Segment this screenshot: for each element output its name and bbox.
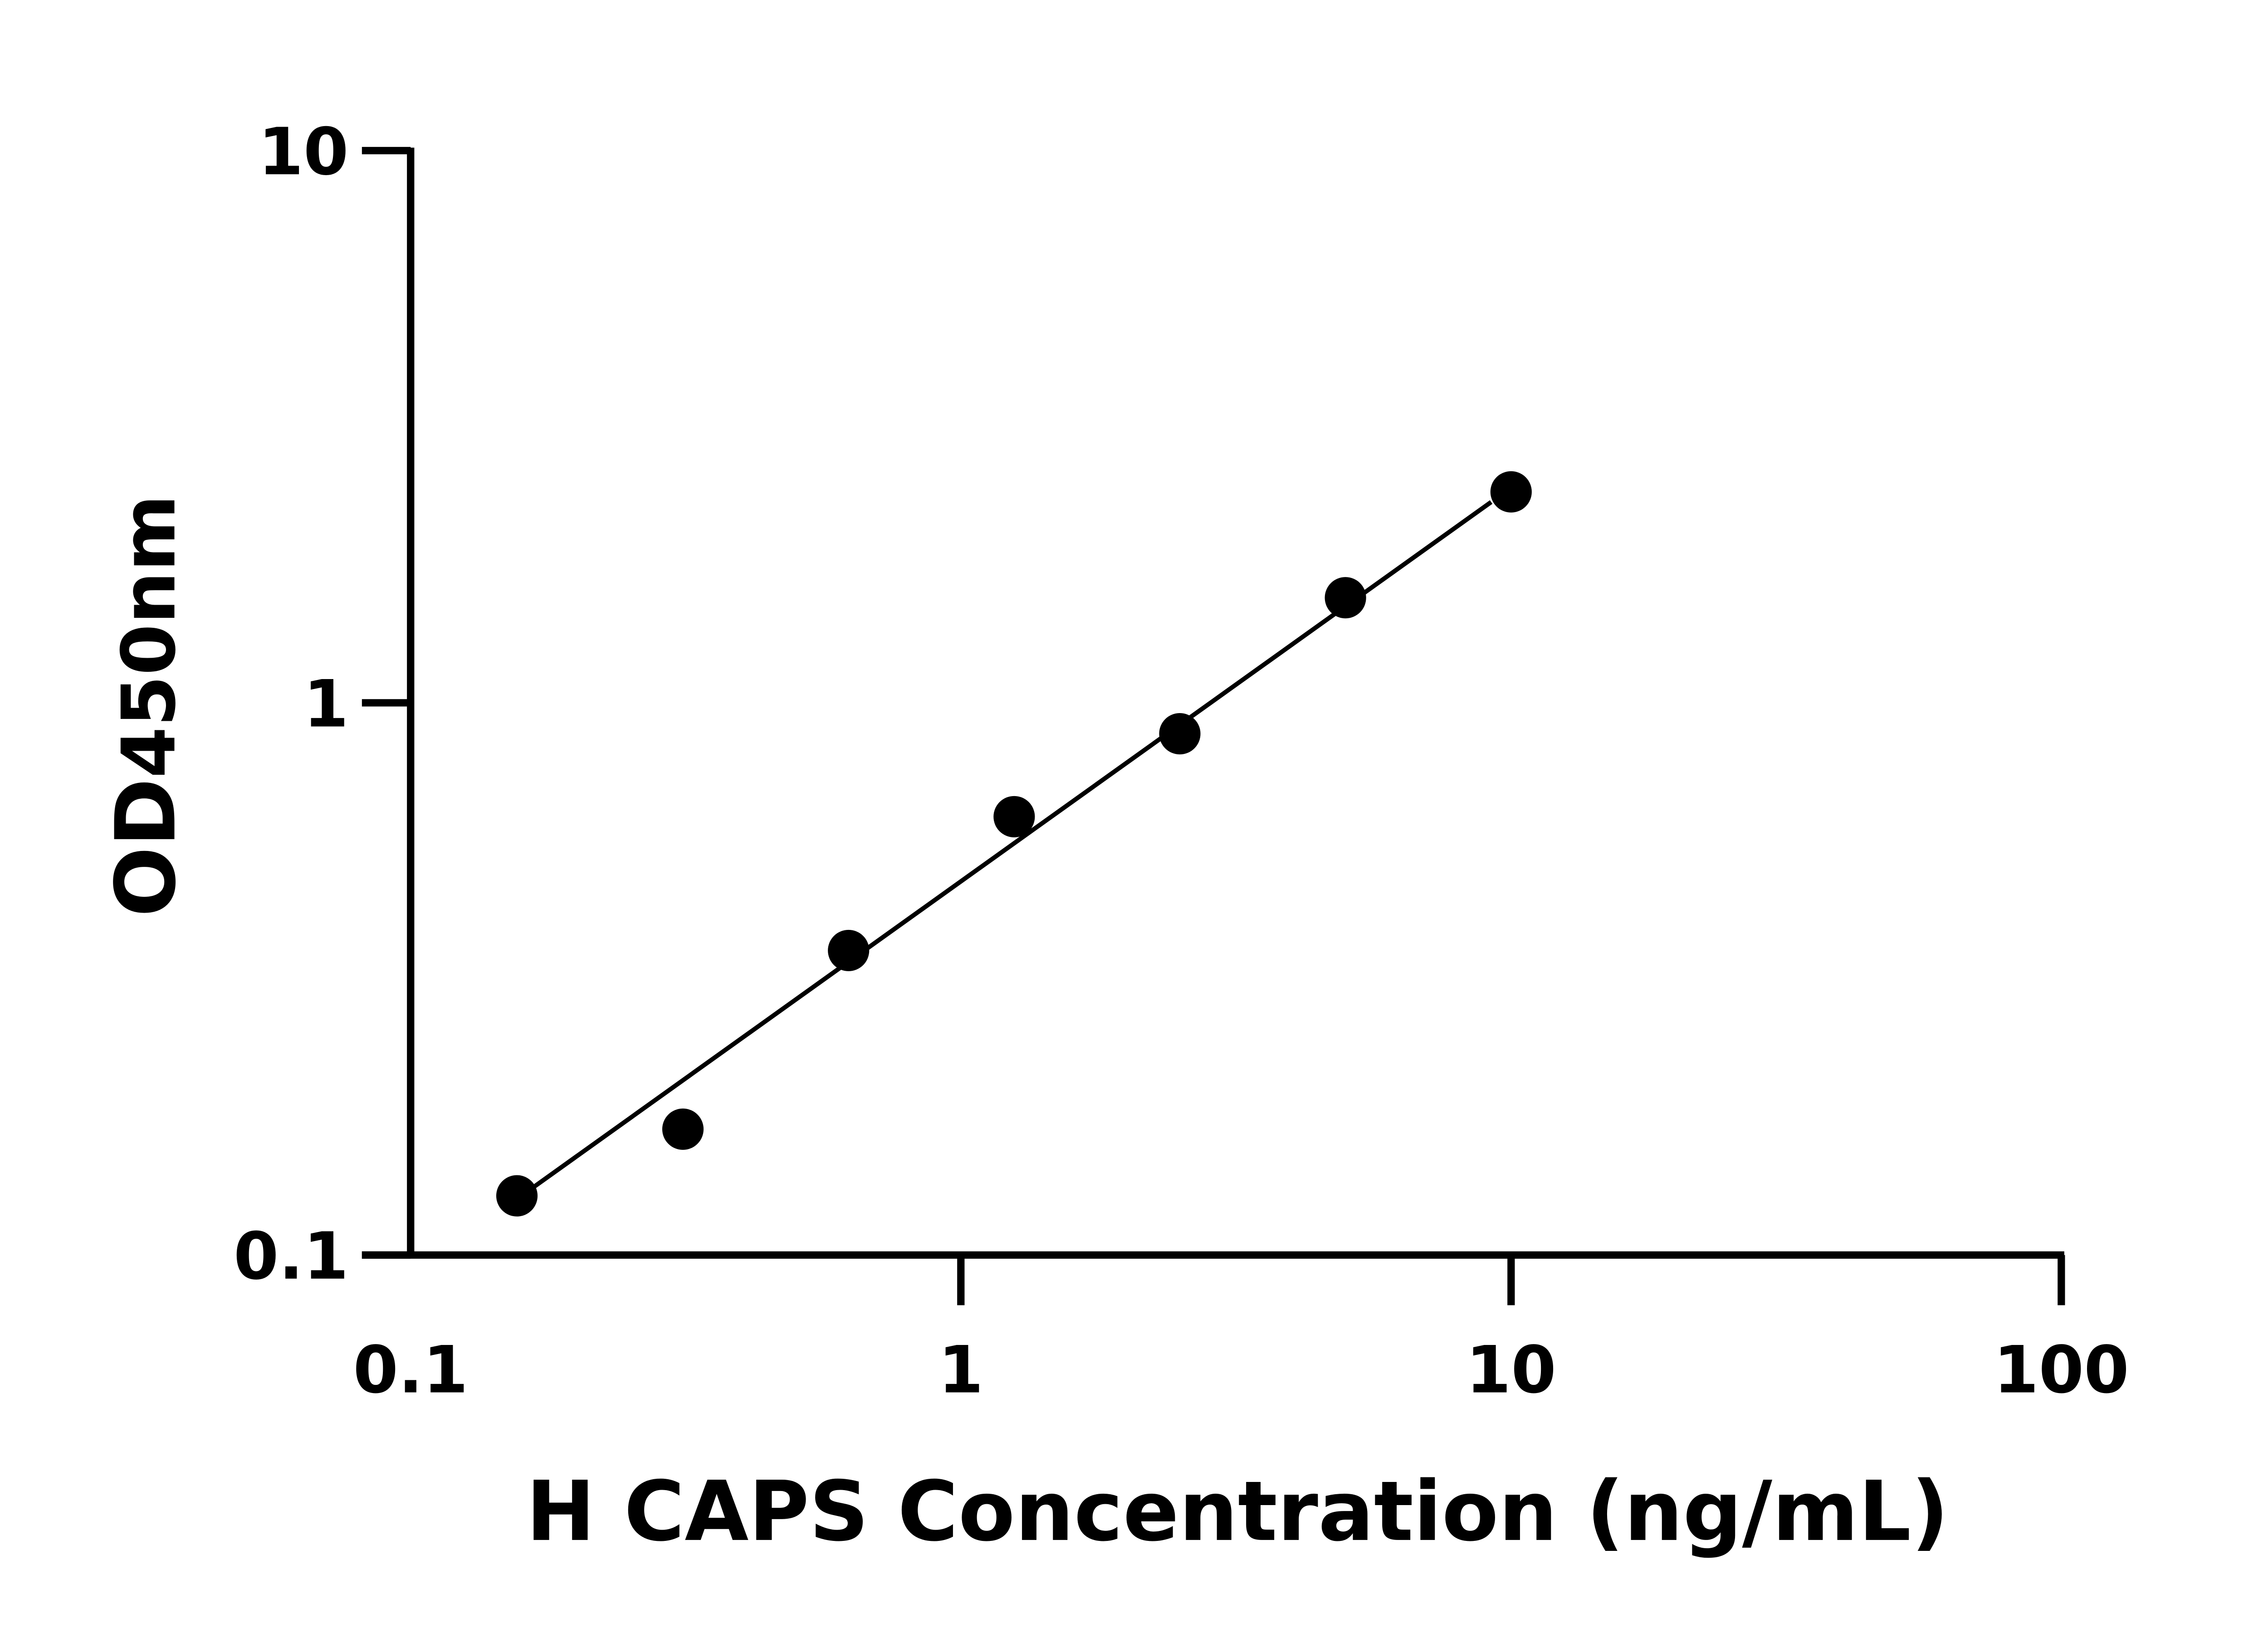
x-axis-label: H CAPS Concentration (ng/mL) [526,1463,1949,1560]
y-axis-label-sub: 450nm [106,494,192,778]
x-tick-label: 1 [938,1332,983,1408]
data-point [496,1175,538,1217]
data-point [1159,713,1201,755]
x-tick-label: 100 [1994,1332,2129,1408]
data-point [828,929,870,971]
data-points [496,471,1532,1217]
x-tick-label: 10 [1466,1332,1556,1408]
data-point [662,1108,704,1150]
x-tick-label: 0.1 [353,1332,468,1408]
x-ticks: 0.1 1 10 100 [353,1255,2129,1408]
y-tick-label: 10 [258,114,348,190]
y-ticks: 0.1 1 10 [234,114,411,1294]
y-tick-label: 0.1 [234,1218,349,1294]
y-tick-label: 1 [303,666,349,742]
y-axis-label: OD450nm [98,494,194,917]
y-axis-label-main: OD [98,778,194,917]
fit-line [530,500,1493,1190]
data-point [1490,471,1532,513]
fit-line-group [530,500,1493,1190]
data-point [993,796,1035,837]
data-point [1325,577,1366,619]
